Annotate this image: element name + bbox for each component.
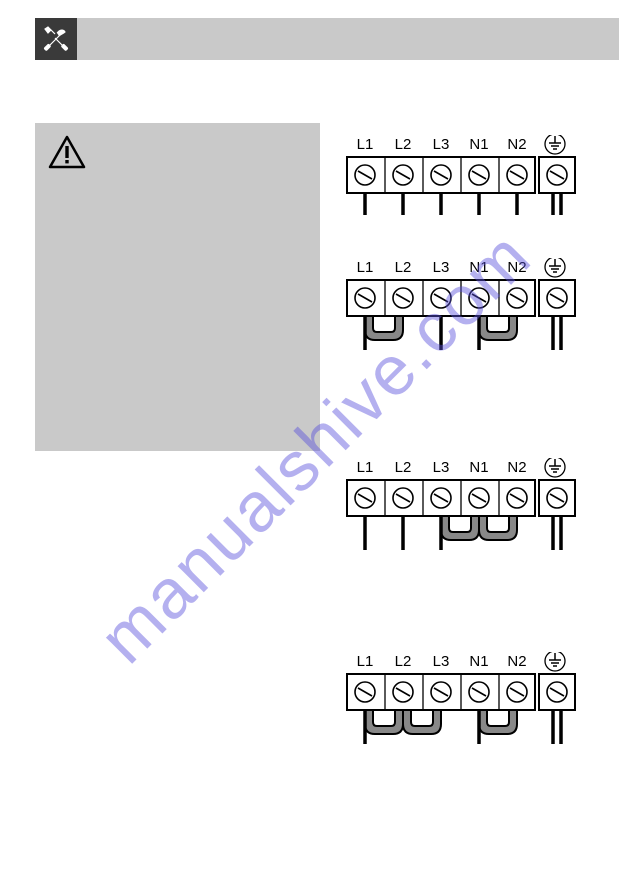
terminal-label: N2 [507, 259, 526, 276]
terminal-label: L1 [357, 136, 374, 153]
terminal-label: L2 [395, 459, 412, 476]
terminal-label: N2 [507, 459, 526, 476]
ground-icon [545, 652, 565, 671]
terminal-label: N1 [469, 653, 488, 670]
warning-icon [48, 135, 86, 169]
terminal-diagram-4: L1 L2 L3 N1 N2 [345, 652, 605, 742]
warning-panel [35, 123, 320, 451]
terminal-label: N1 [469, 136, 488, 153]
terminal-label: L3 [433, 136, 450, 153]
terminal-diagram-2: L1 L2 L3 N1 N2 [345, 258, 605, 348]
terminal-label: N2 [507, 136, 526, 153]
terminal-label: N1 [469, 459, 488, 476]
terminal-label: L2 [395, 259, 412, 276]
ground-icon [545, 258, 565, 277]
header-bar [35, 18, 619, 60]
terminal-diagram-3: L1 L2 L3 N1 N2 [345, 458, 605, 548]
terminal-label: L1 [357, 459, 374, 476]
terminal-label: L3 [433, 259, 450, 276]
tools-icon [35, 18, 77, 60]
terminal-label: L1 [357, 259, 374, 276]
terminal-label: L3 [433, 653, 450, 670]
terminal-label: L2 [395, 653, 412, 670]
terminal-label: N1 [469, 259, 488, 276]
terminal-diagram-1: L1 L2 L3 N1 N2 [345, 135, 605, 225]
terminal-label: L3 [433, 459, 450, 476]
ground-icon [545, 135, 565, 154]
terminal-label: N2 [507, 653, 526, 670]
ground-icon [545, 458, 565, 477]
terminal-label: L2 [395, 136, 412, 153]
terminal-label: L1 [357, 653, 374, 670]
